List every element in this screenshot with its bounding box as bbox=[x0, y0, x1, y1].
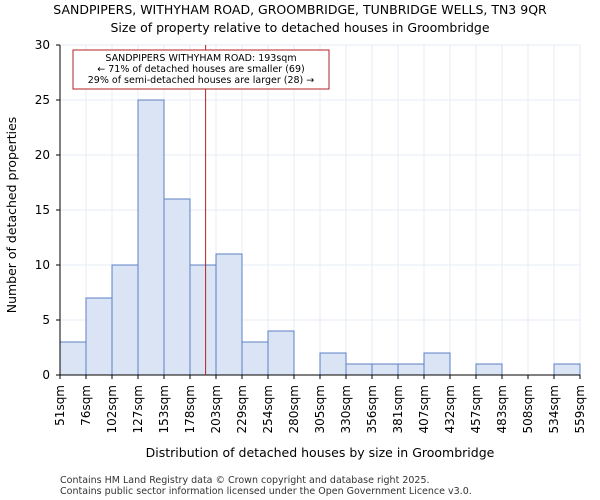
x-tick-label: 432sqm bbox=[443, 385, 457, 433]
histogram-bar bbox=[111, 264, 139, 376]
y-tick-label: 20 bbox=[35, 148, 50, 162]
footer-line-1: Contains HM Land Registry data © Crown c… bbox=[60, 475, 430, 486]
x-tick-label: 280sqm bbox=[287, 385, 301, 433]
annotation-border bbox=[72, 49, 330, 90]
annotation-box: SANDPIPERS WITHYHAM ROAD: 193sqm ← 71% o… bbox=[72, 49, 330, 90]
x-tick-label: 457sqm bbox=[469, 385, 483, 433]
histogram-bar bbox=[137, 99, 165, 376]
x-tick-label: 51sqm bbox=[53, 385, 67, 426]
histogram-bar bbox=[423, 352, 451, 376]
x-tick-label: 356sqm bbox=[365, 385, 379, 433]
histogram-bar bbox=[59, 341, 87, 376]
histogram-bar bbox=[215, 253, 243, 376]
x-tick-label: 178sqm bbox=[183, 385, 197, 433]
x-tick-label: 76sqm bbox=[79, 385, 93, 426]
histogram-bar bbox=[475, 363, 503, 376]
x-tick-label: 305sqm bbox=[313, 385, 327, 433]
y-tick-label: 30 bbox=[35, 38, 50, 52]
histogram-bar bbox=[371, 363, 399, 376]
x-tick-label: 330sqm bbox=[339, 385, 353, 433]
histogram-bar bbox=[267, 330, 295, 376]
annotation-line-3: 29% of semi-detached houses are larger (… bbox=[88, 75, 315, 86]
annotation-line-1: SANDPIPERS WITHYHAM ROAD: 193sqm bbox=[105, 53, 296, 64]
y-tick-label: 15 bbox=[35, 203, 50, 217]
chart-title: SANDPIPERS, WITHYHAM ROAD, GROOMBRIDGE, … bbox=[53, 2, 547, 17]
histogram-bar bbox=[163, 198, 191, 376]
x-tick-label: 127sqm bbox=[131, 385, 145, 433]
x-tick-label: 407sqm bbox=[417, 385, 431, 433]
x-tick-label: 203sqm bbox=[209, 385, 223, 433]
x-tick-label: 508sqm bbox=[521, 385, 535, 433]
y-axis-label: Number of detached properties bbox=[4, 117, 19, 314]
x-tick-label: 381sqm bbox=[391, 385, 405, 433]
histogram-bar bbox=[85, 297, 113, 376]
chart-subtitle: Size of property relative to detached ho… bbox=[110, 20, 489, 35]
bars-layer bbox=[59, 99, 581, 376]
histogram-bar bbox=[345, 363, 373, 376]
histogram-bar bbox=[241, 341, 269, 376]
x-axis-label: Distribution of detached houses by size … bbox=[146, 445, 495, 460]
x-tick-label: 254sqm bbox=[261, 385, 275, 433]
y-tick-label: 5 bbox=[42, 313, 50, 327]
y-tick-label: 10 bbox=[35, 258, 50, 272]
histogram-bar bbox=[553, 363, 581, 376]
y-tick-label: 0 bbox=[42, 368, 50, 382]
x-tick-label: 229sqm bbox=[235, 385, 249, 433]
histogram-bar bbox=[397, 363, 425, 376]
annotation-line-2: ← 71% of detached houses are smaller (69… bbox=[97, 64, 304, 75]
x-tick-label: 534sqm bbox=[547, 385, 561, 433]
y-tick-labels: 0 5 10 15 20 25 30 bbox=[35, 38, 60, 382]
x-tick-label: 483sqm bbox=[495, 385, 509, 433]
x-tick-label: 559sqm bbox=[573, 385, 587, 433]
x-tick-labels: 51sqm 76sqm 102sqm 127sqm 153sqm 178sqm 203sqm… bbox=[53, 375, 587, 433]
footer-line-2: Contains public sector information licen… bbox=[60, 486, 472, 497]
y-tick-label: 25 bbox=[35, 93, 50, 107]
x-tick-label: 153sqm bbox=[157, 385, 171, 433]
x-tick-label: 102sqm bbox=[105, 385, 119, 433]
histogram-bar bbox=[319, 352, 347, 376]
histogram-bar bbox=[189, 264, 217, 376]
